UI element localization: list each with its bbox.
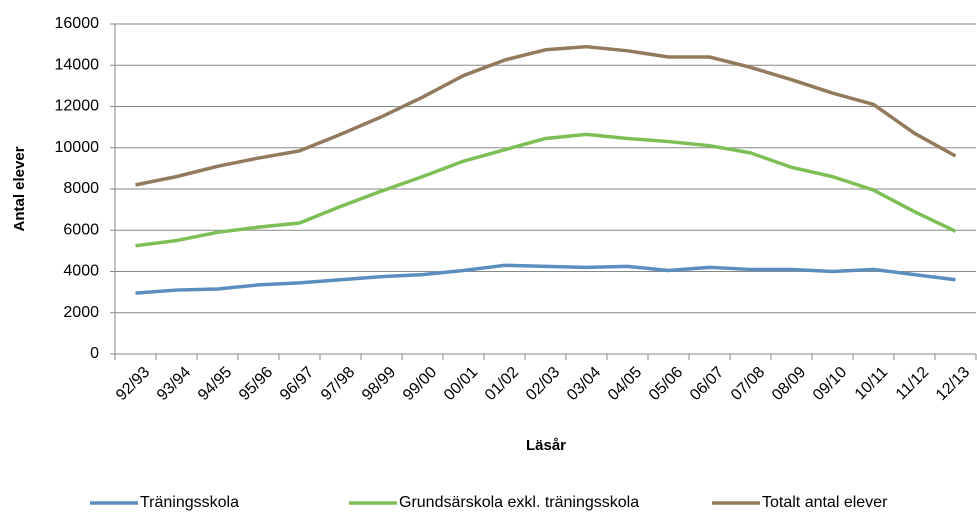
y-tick-label: 6000 (63, 221, 99, 238)
series-line (135, 132, 957, 248)
x-tick-label: 00/01 (441, 364, 481, 404)
x-tick-label: 09/10 (810, 364, 850, 404)
y-tick-label: 14000 (55, 56, 100, 73)
series-line (135, 263, 956, 295)
y-tick-label: 16000 (55, 15, 100, 32)
x-tick-label: 92/93 (113, 364, 153, 404)
x-tick-label: 06/07 (687, 364, 727, 404)
series-line (135, 44, 957, 187)
x-tick-label: 93/94 (154, 364, 194, 404)
x-axis-title: Läsår (526, 437, 566, 454)
x-tick-label: 04/05 (605, 364, 645, 404)
x-tick-label: 12/13 (933, 364, 973, 404)
x-tick-label: 02/03 (523, 364, 563, 404)
y-tick-label: 10000 (55, 139, 100, 156)
x-tick-label: 96/97 (277, 364, 317, 404)
y-tick-label: 2000 (63, 304, 99, 321)
x-tick-label: 05/06 (646, 364, 686, 404)
x-tick-label: 94/95 (195, 364, 235, 404)
x-tick-label: 08/09 (769, 364, 809, 404)
y-tick-label: 4000 (63, 263, 99, 280)
y-tick-label: 0 (90, 345, 99, 362)
x-tick-label: 95/96 (236, 364, 276, 404)
x-tick-label: 03/04 (564, 364, 604, 404)
x-tick-label: 97/98 (318, 364, 358, 404)
legend-label: Träningsskola (140, 494, 239, 511)
x-tick-label: 99/00 (400, 364, 440, 404)
x-tick-label: 10/11 (852, 364, 892, 404)
y-axis-title: Antal elever (11, 146, 28, 231)
legend-label: Grundsärskola exkl. träningsskola (399, 494, 639, 511)
x-tick-label: 07/08 (728, 364, 768, 404)
y-tick-label: 8000 (63, 180, 99, 197)
x-tick-label: 01/02 (482, 364, 522, 404)
legend-label: Totalt antal elever (762, 494, 888, 511)
y-tick-label: 12000 (55, 98, 100, 115)
x-tick-label: 11/12 (893, 364, 933, 404)
x-tick-label: 98/99 (359, 364, 399, 404)
